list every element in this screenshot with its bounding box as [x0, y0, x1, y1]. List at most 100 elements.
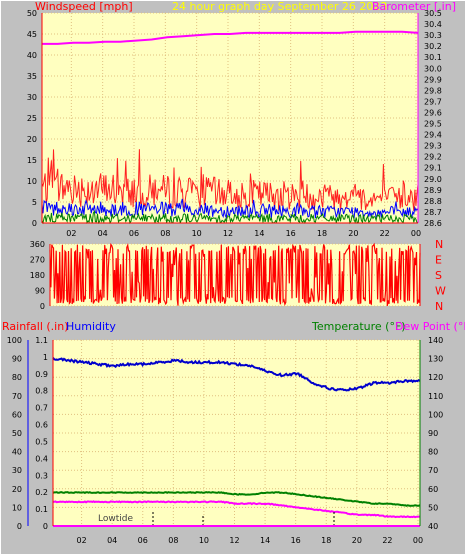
compass-label: E [435, 254, 442, 267]
barometer-tick-label: 30.5 [424, 9, 442, 18]
barometer-tick-label: 29.8 [424, 86, 442, 95]
direction-tick-label: 180 [30, 271, 45, 280]
wind-tick-label: 35 [27, 72, 37, 81]
humidity-tick-label: 40 [12, 448, 22, 457]
rainfall-tick-label: 0.1 [35, 505, 48, 514]
barometer-tick-label: 29.4 [424, 131, 442, 140]
rainfall-tick-label: 0.4 [35, 454, 48, 463]
time-tick-label: 16 [286, 229, 296, 238]
windspeed-axis-title: Windspeed [mph] [35, 0, 133, 13]
time-tick-label: 08 [160, 229, 170, 238]
rainfall-tick-label: 0.9 [35, 370, 48, 379]
humidity-tick-label: 30 [12, 466, 22, 475]
time-tick-label: 14 [260, 536, 270, 545]
barometer-tick-label: 30.0 [424, 64, 442, 73]
time-tick-label: 06 [138, 536, 148, 545]
barometer-tick-label: 28.7 [424, 208, 442, 217]
temperature-tick-label: 140 [428, 336, 443, 345]
temperature-tick-label: 100 [428, 410, 443, 419]
time-tick-label: 12 [229, 536, 239, 545]
time-tick-label: 12 [223, 229, 233, 238]
barometer-tick-label: 28.6 [424, 219, 442, 228]
rainfall-tick-label: 0.3 [35, 471, 48, 480]
barometer-tick-label: 29.6 [424, 108, 442, 117]
rainfall-tick-label: 1.1 [35, 336, 48, 345]
time-tick-label: 22 [382, 536, 392, 545]
time-tick-label: 06 [129, 229, 139, 238]
windspeed-average-line [41, 209, 419, 225]
barometer-tick-label: 29.0 [424, 175, 442, 184]
temperature-tick-label: 110 [428, 392, 443, 401]
time-tick-label: 22 [380, 229, 390, 238]
humidity-tick-label: 10 [12, 503, 22, 512]
humidity-tick-label: 90 [12, 355, 22, 364]
wind-tick-label: 25 [27, 114, 37, 123]
rainfall-tick-label: 1 [43, 353, 48, 362]
wind-tick-label: 45 [27, 30, 37, 39]
temperature-tick-label: 70 [428, 466, 438, 475]
time-tick-label: 02 [76, 536, 86, 545]
barometer-tick-label: 29.5 [424, 120, 442, 129]
wind-tick-label: 0 [32, 219, 37, 228]
compass-label: S [435, 269, 442, 282]
chart-title: 24 hour graph day September 26 2023 [172, 0, 387, 13]
humidity-tick-label: 20 [12, 485, 22, 494]
time-tick-label: 08 [168, 536, 178, 545]
temperature-line [52, 491, 421, 507]
barometer-line [42, 30, 419, 45]
rainfall-tick-label: 0.5 [35, 437, 48, 446]
dewpoint-legend: Dew Point (°F) [395, 320, 466, 333]
wind-tick-label: 30 [27, 93, 37, 102]
direction-tick-label: 90 [35, 287, 45, 296]
humidity-tick-label: 60 [12, 410, 22, 419]
time-tick-label: 14 [254, 229, 264, 238]
humidity-legend: Humidity [66, 320, 116, 333]
temperature-tick-label: 90 [428, 429, 438, 438]
direction-tick-label: 0 [40, 302, 45, 311]
rainfall-tick-label: 0.8 [35, 387, 48, 396]
barometer-axis-title: Barometer [.in] [372, 0, 456, 13]
barometer-tick-label: 30.3 [424, 31, 442, 40]
temperature-tick-label: 120 [428, 373, 443, 382]
wind-tick-label: 40 [27, 51, 37, 60]
compass-label: W [435, 285, 446, 298]
rainfall-tick-label: 0.2 [35, 488, 48, 497]
barometer-tick-label: 29.7 [424, 97, 442, 106]
humidity-tick-label: 80 [12, 373, 22, 382]
time-tick-label: 00 [413, 536, 423, 545]
barometer-tick-label: 28.8 [424, 197, 442, 206]
barometer-tick-label: 28.9 [424, 186, 442, 195]
temperature-tick-label: 130 [428, 355, 443, 364]
wind-direction-line [49, 242, 421, 306]
barometer-tick-label: 29.3 [424, 142, 442, 151]
humidity-tick-label: 0 [17, 522, 22, 531]
rainfall-tick-label: 0.6 [35, 421, 48, 430]
wind-tick-label: 20 [27, 135, 37, 144]
humidity-line [52, 357, 421, 392]
temperature-tick-label: 60 [428, 485, 438, 494]
direction-tick-label: 360 [30, 240, 45, 249]
barometer-tick-label: 30.1 [424, 53, 442, 62]
time-tick-label: 10 [199, 536, 209, 545]
rainfall-legend: Rainfall (.in) [2, 320, 69, 333]
temperature-tick-label: 40 [428, 522, 438, 531]
windspeed-line [41, 198, 419, 220]
dewpoint-line [52, 500, 421, 519]
humidity-tick-label: 100 [7, 336, 22, 345]
time-tick-label: 16 [291, 536, 301, 545]
wind-tick-label: 50 [27, 9, 37, 18]
barometer-tick-label: 29.1 [424, 164, 442, 173]
barometer-tick-label: 29.2 [424, 153, 442, 162]
compass-label: N [435, 300, 443, 313]
temperature-legend: Temperature (°F) [311, 320, 406, 333]
temperature-tick-label: 50 [428, 503, 438, 512]
windspeed-gust-line [41, 149, 419, 212]
humidity-tick-label: 50 [12, 429, 22, 438]
time-tick-label: 10 [192, 229, 202, 238]
time-tick-label: 00 [411, 229, 421, 238]
direction-tick-label: 270 [30, 256, 45, 265]
temperature-tick-label: 80 [428, 448, 438, 457]
rainfall-tick-label: 0 [43, 522, 48, 531]
barometer-tick-label: 30.2 [424, 42, 442, 51]
